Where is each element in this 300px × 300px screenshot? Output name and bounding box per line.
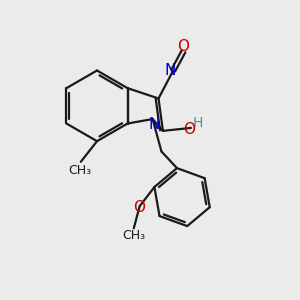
Text: CH₃: CH₃ (68, 164, 91, 176)
Text: N: N (164, 63, 176, 78)
Text: O: O (183, 122, 195, 137)
Text: O: O (133, 200, 145, 215)
Text: CH₃: CH₃ (122, 229, 146, 242)
Text: O: O (178, 39, 190, 54)
Text: N: N (148, 117, 160, 132)
Text: H: H (192, 116, 203, 130)
